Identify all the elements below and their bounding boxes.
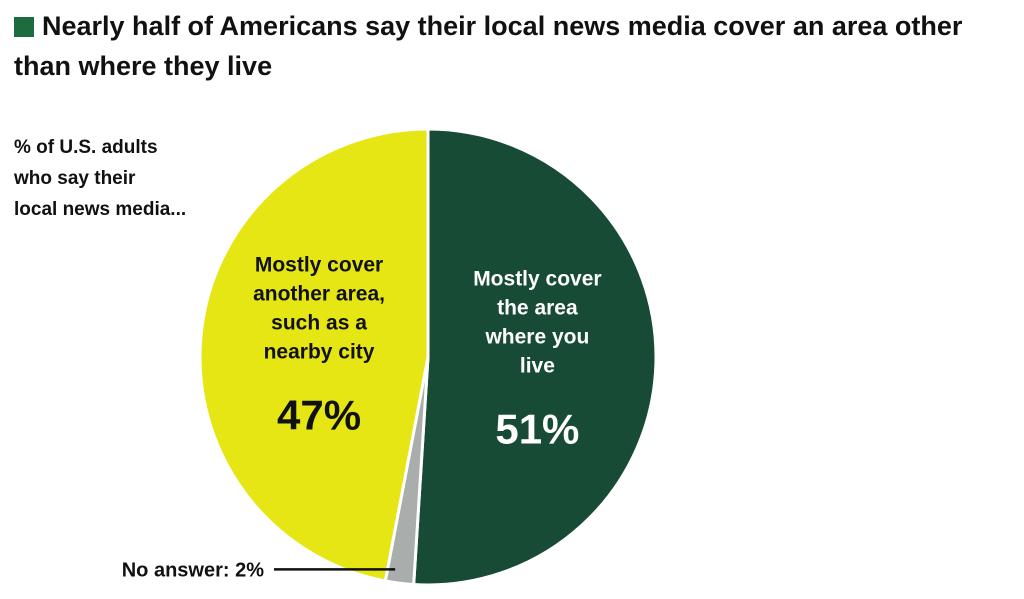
slice-label-3-line-2: another area, bbox=[253, 283, 385, 306]
subtitle-line-3: local news media... bbox=[14, 199, 187, 220]
slice-value-1: 51% bbox=[495, 405, 579, 452]
slice-label-1-line-3: where you bbox=[484, 325, 589, 348]
slice-label-1-line-1: Mostly cover bbox=[473, 267, 601, 290]
chart-subtitle: % of U.S. adults who say their local new… bbox=[14, 132, 234, 225]
chart-title: Nearly half of Americans say their local… bbox=[14, 6, 1014, 86]
pie-slice-3 bbox=[198, 127, 430, 583]
slice-label-1-line-2: the area bbox=[497, 296, 578, 319]
subtitle-line-2: who say their bbox=[14, 168, 136, 189]
chart-title-text: Nearly half of Americans say their local… bbox=[14, 11, 963, 81]
slice-label-3-line-4: nearby city bbox=[264, 341, 375, 364]
slice-value-3: 47% bbox=[277, 392, 361, 439]
slice-label-3-line-3: such as a bbox=[271, 312, 367, 335]
slice-label-3-line-1: Mostly cover bbox=[255, 254, 383, 277]
pie-slice-1 bbox=[412, 127, 658, 587]
slice-label-1-line-4: live bbox=[520, 354, 555, 377]
title-marker-icon bbox=[14, 17, 34, 37]
slice-value-2: No answer: 2% bbox=[122, 559, 264, 581]
subtitle-line-1: % of U.S. adults bbox=[14, 137, 158, 158]
